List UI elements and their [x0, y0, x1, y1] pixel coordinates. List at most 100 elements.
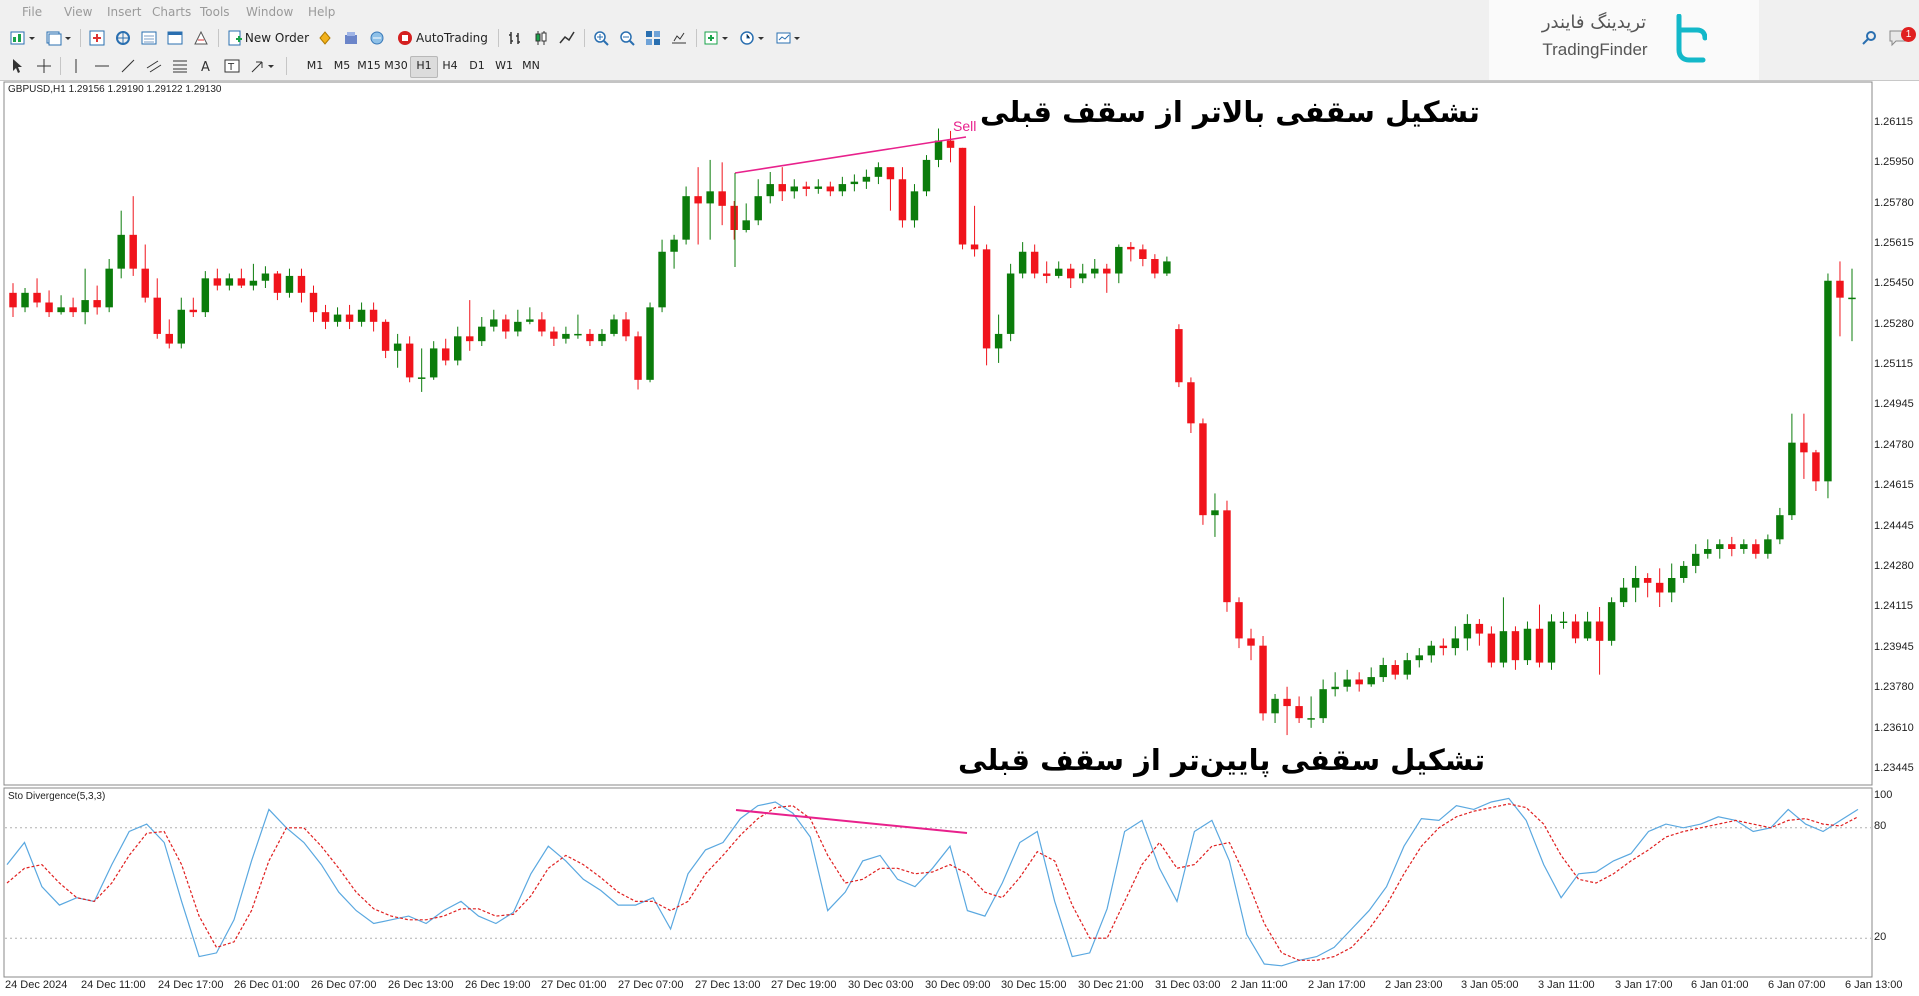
- timeframe-m5[interactable]: M5: [333, 59, 351, 72]
- profiles-button[interactable]: [44, 27, 74, 49]
- arrows-button[interactable]: [248, 55, 278, 77]
- timeframe-w1[interactable]: W1: [495, 59, 513, 72]
- trendline-button[interactable]: [118, 55, 138, 77]
- new-order-button[interactable]: New Order: [224, 27, 309, 49]
- menu-file[interactable]: File: [22, 5, 43, 19]
- candle: [1427, 640, 1436, 663]
- search-button[interactable]: [1860, 27, 1880, 49]
- candle-body: [1235, 602, 1243, 639]
- line-chart-button[interactable]: [556, 27, 578, 49]
- menu-insert[interactable]: Insert: [107, 5, 142, 19]
- new-chart-button[interactable]: [8, 27, 38, 49]
- candle: [57, 295, 65, 315]
- crosshair-button[interactable]: [34, 55, 54, 77]
- menu-window[interactable]: Window: [246, 5, 294, 19]
- equidistant-channel-button[interactable]: [144, 55, 164, 77]
- candle-body: [1331, 686, 1339, 690]
- candle-body: [1692, 553, 1700, 566]
- indicators-button[interactable]: [702, 27, 732, 49]
- candle-body: [898, 179, 907, 221]
- candle: [141, 244, 149, 303]
- candle: [1475, 619, 1484, 646]
- candle-body: [826, 186, 835, 192]
- candle-body: [622, 319, 630, 337]
- candle: [69, 297, 77, 317]
- signals-icon: [370, 31, 384, 45]
- candle-body: [273, 273, 282, 293]
- templates-button[interactable]: [774, 27, 804, 49]
- terminal-button[interactable]: [164, 27, 186, 49]
- data-window-button[interactable]: [138, 27, 160, 49]
- alerts-button[interactable]: 1: [1888, 27, 1916, 49]
- horizontal-line-button[interactable]: [92, 55, 112, 77]
- zoom-out-button[interactable]: [616, 27, 638, 49]
- candle: [706, 159, 714, 240]
- periods-button[interactable]: [738, 27, 768, 49]
- timeframe-mn[interactable]: MN: [522, 59, 540, 72]
- market-watch-button[interactable]: [86, 27, 108, 49]
- candle-body: [514, 321, 522, 332]
- candle-body: [261, 273, 270, 281]
- bar-chart-button[interactable]: [504, 27, 526, 49]
- timeframe-d1[interactable]: D1: [469, 59, 485, 72]
- metaeditor-icon: [319, 31, 331, 45]
- text-label-button[interactable]: T: [222, 55, 242, 77]
- candle: [574, 314, 582, 339]
- candle-body: [1487, 633, 1496, 663]
- metaeditor-button[interactable]: [314, 27, 336, 49]
- timeframe-m30[interactable]: M30: [384, 59, 408, 72]
- navigator-button[interactable]: [112, 27, 134, 49]
- candle: [381, 319, 390, 359]
- candle: [610, 314, 618, 337]
- timeframe-h1[interactable]: H1: [410, 56, 438, 78]
- strategy-tester-button[interactable]: [190, 27, 212, 49]
- text-button[interactable]: A: [196, 55, 216, 77]
- candle: [1740, 539, 1748, 554]
- candle: [1235, 597, 1243, 649]
- tile-windows-button[interactable]: [642, 27, 664, 49]
- cursor-button[interactable]: [8, 55, 28, 77]
- candle: [670, 234, 678, 269]
- candle: [802, 181, 811, 197]
- candle: [1355, 672, 1363, 692]
- candle-body: [1499, 631, 1508, 663]
- menu-help[interactable]: Help: [308, 5, 336, 19]
- candle: [826, 181, 835, 197]
- menu-charts[interactable]: Charts: [152, 5, 192, 19]
- candle: [1607, 597, 1616, 646]
- chart-window[interactable]: [3, 81, 1917, 996]
- candle: [417, 348, 426, 392]
- horizontal-line-icon: [95, 65, 109, 67]
- candlestick-button[interactable]: [530, 27, 552, 49]
- candle: [1319, 679, 1327, 723]
- candle-body: [718, 191, 726, 206]
- timeframe-m15[interactable]: M15: [357, 59, 381, 72]
- candle-body: [538, 319, 546, 332]
- signals-button[interactable]: [366, 27, 388, 49]
- candle: [1764, 534, 1772, 559]
- candle-body: [454, 336, 462, 361]
- menu-tools[interactable]: Tools: [200, 5, 230, 19]
- candle: [93, 285, 101, 315]
- candle-body: [1679, 565, 1688, 578]
- candle-body: [790, 186, 799, 192]
- timeframe-h4[interactable]: H4: [442, 59, 458, 72]
- vertical-line-button[interactable]: [66, 55, 86, 77]
- zoom-in-button[interactable]: [590, 27, 612, 49]
- timeframe-m1[interactable]: M1: [306, 59, 324, 72]
- chart-shift-button[interactable]: [668, 27, 690, 49]
- new-order-label: New Order: [244, 31, 309, 45]
- fibonacci-button[interactable]: [170, 55, 190, 77]
- candle-body: [153, 297, 161, 334]
- candle: [321, 304, 330, 330]
- candle-body: [874, 167, 883, 177]
- candle-body: [1415, 655, 1424, 661]
- candle-body: [574, 333, 582, 336]
- candle-body: [1042, 273, 1051, 276]
- menu-view[interactable]: View: [64, 5, 93, 19]
- market-button[interactable]: [340, 27, 362, 49]
- candle: [297, 268, 306, 303]
- candle-body: [1463, 623, 1472, 639]
- indicators-icon: [704, 31, 728, 45]
- auto-trading-button[interactable]: AutoTrading: [394, 27, 495, 49]
